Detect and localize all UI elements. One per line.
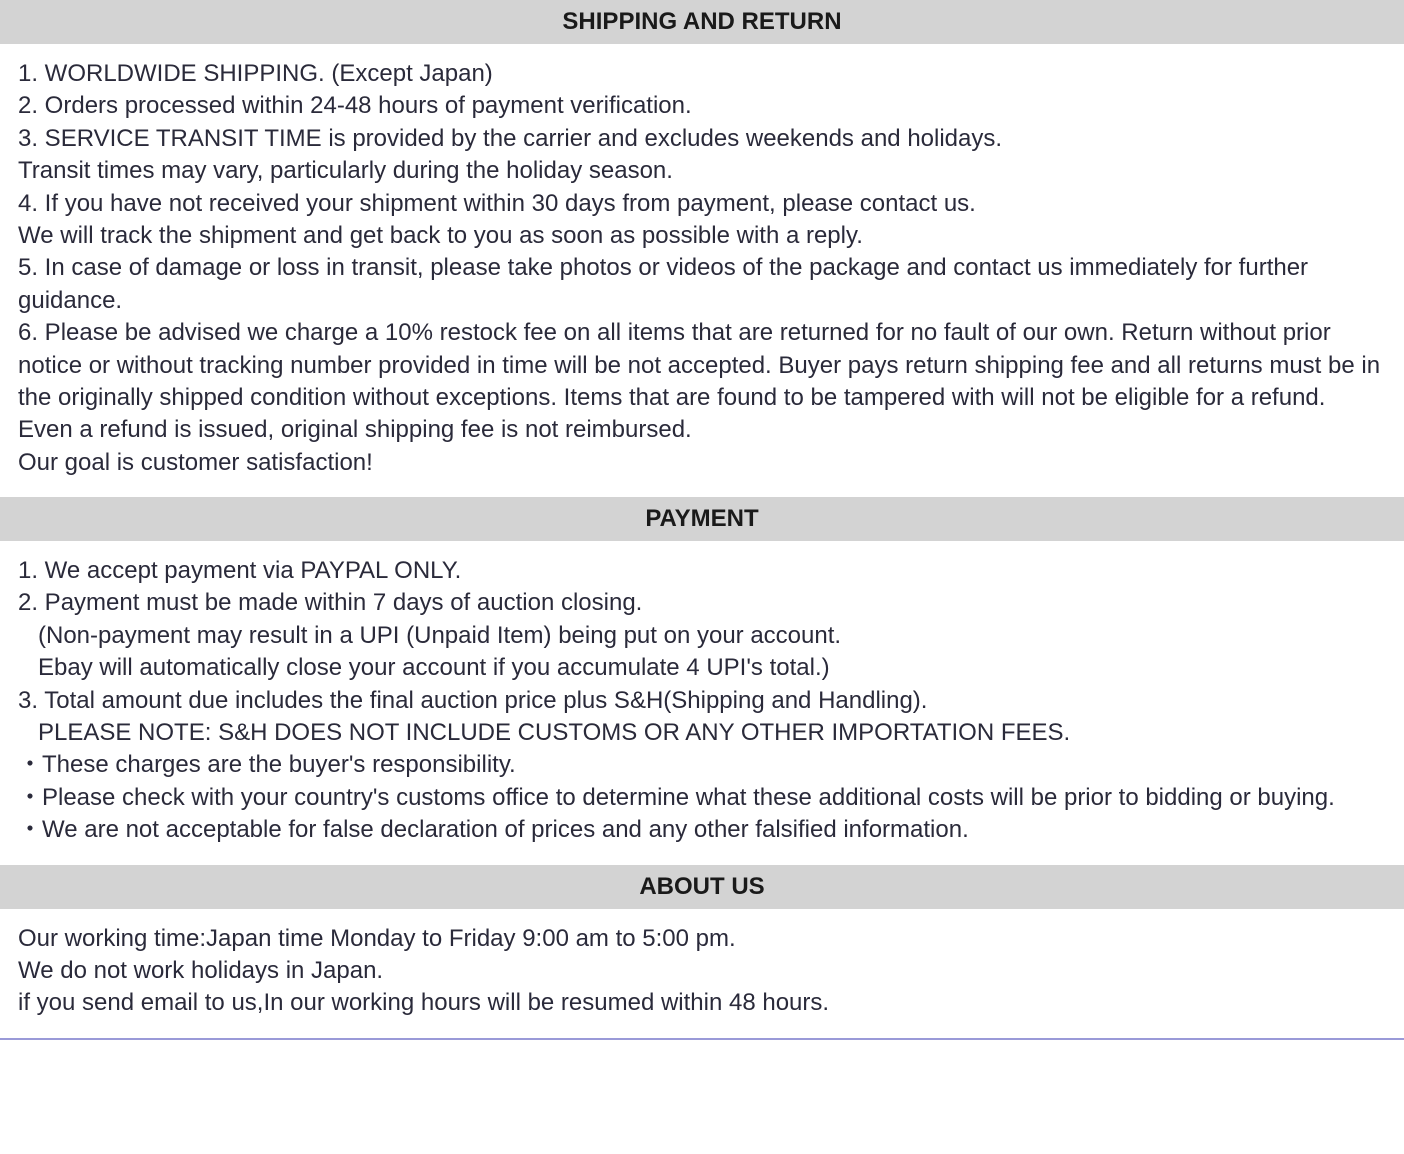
payment-line: Ebay will automatically close your accou… [18, 652, 1386, 684]
payment-line: ・Please check with your country's custom… [18, 782, 1386, 814]
shipping-line: 5. In case of damage or loss in transit,… [18, 252, 1386, 317]
payment-line: (Non-payment may result in a UPI (Unpaid… [18, 620, 1386, 652]
shipping-line: 1. WORLDWIDE SHIPPING. (Except Japan) [18, 58, 1386, 90]
about-line: if you send email to us,In our working h… [18, 987, 1386, 1019]
about-header: ABOUT US [0, 865, 1404, 909]
shipping-line: 2. Orders processed within 24-48 hours o… [18, 90, 1386, 122]
payment-header: PAYMENT [0, 497, 1404, 541]
about-line: Our working time:Japan time Monday to Fr… [18, 923, 1386, 955]
shipping-line: 4. If you have not received your shipmen… [18, 188, 1386, 220]
payment-body: 1. We accept payment via PAYPAL ONLY. 2.… [0, 541, 1404, 865]
bottom-divider [0, 1038, 1404, 1040]
payment-line: ・We are not acceptable for false declara… [18, 814, 1386, 846]
shipping-line: 3. SERVICE TRANSIT TIME is provided by t… [18, 123, 1386, 155]
about-body: Our working time:Japan time Monday to Fr… [0, 909, 1404, 1038]
payment-line: 1. We accept payment via PAYPAL ONLY. [18, 555, 1386, 587]
payment-line: ・These charges are the buyer's responsib… [18, 749, 1386, 781]
shipping-line: We will track the shipment and get back … [18, 220, 1386, 252]
shipping-body: 1. WORLDWIDE SHIPPING. (Except Japan) 2.… [0, 44, 1404, 497]
payment-line: 3. Total amount due includes the final a… [18, 685, 1386, 717]
payment-line: 2. Payment must be made within 7 days of… [18, 587, 1386, 619]
document-container: SHIPPING AND RETURN 1. WORLDWIDE SHIPPIN… [0, 0, 1404, 1040]
shipping-line: Transit times may vary, particularly dur… [18, 155, 1386, 187]
about-line: We do not work holidays in Japan. [18, 955, 1386, 987]
shipping-line: 6. Please be advised we charge a 10% res… [18, 317, 1386, 447]
payment-line: PLEASE NOTE: S&H DOES NOT INCLUDE CUSTOM… [18, 717, 1386, 749]
shipping-header: SHIPPING AND RETURN [0, 0, 1404, 44]
shipping-line: Our goal is customer satisfaction! [18, 447, 1386, 479]
